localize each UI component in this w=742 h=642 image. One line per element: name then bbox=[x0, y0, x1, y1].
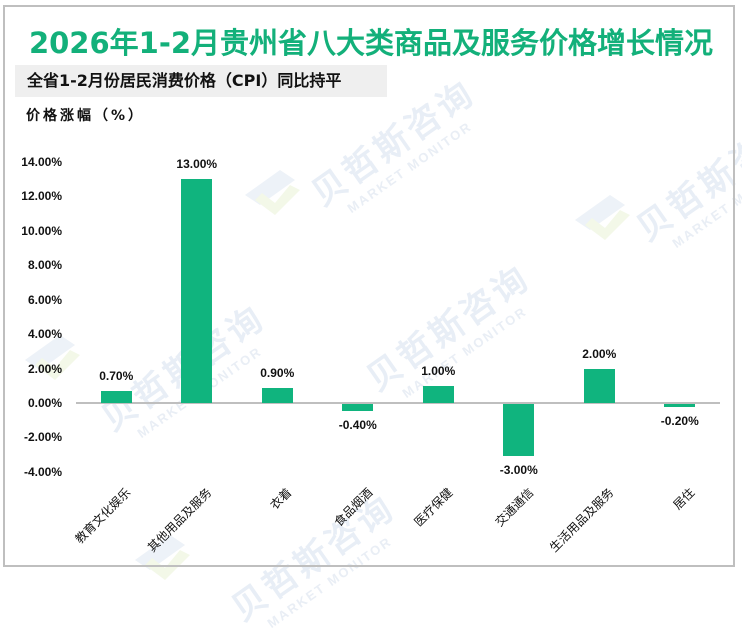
data-label: 13.00% bbox=[176, 157, 218, 172]
chart-title: 2026年1-2月贵州省八大类商品及服务价格增长情况 bbox=[28, 26, 714, 60]
bar bbox=[422, 385, 454, 403]
chart-frame bbox=[3, 5, 735, 567]
data-label: -3.00% bbox=[499, 462, 538, 477]
bar bbox=[261, 387, 293, 403]
y-axis-unit-label: 价格涨幅（%） bbox=[26, 108, 146, 124]
data-label: 0.90% bbox=[260, 365, 295, 380]
y-tick-label: -2.00% bbox=[23, 430, 62, 445]
y-tick-label: 0.00% bbox=[27, 396, 62, 410]
chart-subtitle: 全省1-2月份居民消费价格（CPI）同比持平 bbox=[15, 65, 387, 97]
data-label: 1.00% bbox=[421, 363, 456, 378]
bar bbox=[664, 404, 696, 408]
y-tick-label: 12.00% bbox=[21, 189, 62, 204]
data-label: 2.00% bbox=[582, 346, 617, 361]
zero-axis-line bbox=[76, 402, 720, 404]
bar bbox=[342, 404, 374, 411]
y-tick-label: 6.00% bbox=[27, 292, 62, 307]
data-label: 0.70% bbox=[99, 368, 134, 383]
y-tick-label: 8.00% bbox=[27, 258, 62, 273]
y-tick-label: 2.00% bbox=[27, 361, 62, 376]
data-label: -0.20% bbox=[660, 414, 699, 429]
bar bbox=[583, 368, 615, 403]
y-tick-label: 14.00% bbox=[21, 154, 62, 169]
bar bbox=[503, 404, 535, 456]
bar bbox=[100, 390, 132, 403]
y-tick-label: -4.00% bbox=[23, 464, 62, 479]
y-tick-label: 4.00% bbox=[27, 327, 62, 342]
bar bbox=[181, 179, 213, 403]
data-label: -0.40% bbox=[338, 417, 377, 432]
y-tick-label: 10.00% bbox=[21, 223, 62, 238]
